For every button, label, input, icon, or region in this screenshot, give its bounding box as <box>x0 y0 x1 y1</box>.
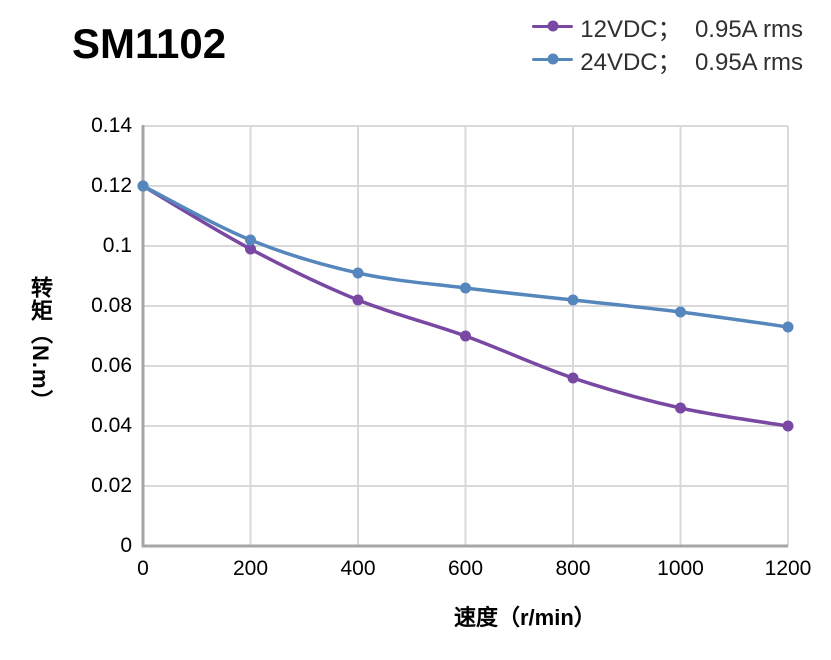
series-24vdc-0-95a-rms-point-200 <box>245 234 256 246</box>
legend-dot-12vdc <box>547 20 559 32</box>
legend-label-24vdc: 24VDC； 0.95A rms <box>580 48 803 76</box>
legend-marker-12vdc-icon <box>532 20 574 32</box>
y-tick-0-1: 0.1 <box>102 234 132 257</box>
series-12vdc-0-95a-rms-point-800 <box>567 372 579 384</box>
x-tick-400: 400 <box>340 557 376 580</box>
legend-item-24vdc: 24VDC； 0.95A rms <box>532 43 803 76</box>
series-24vdc-0-95a-rms-point-1000 <box>675 306 686 318</box>
series-24vdc-0-95a-rms-point-0 <box>137 180 149 192</box>
legend-dot-24vdc <box>547 53 559 65</box>
y-tick-0: 0 <box>120 534 132 557</box>
y-axis-title: 转矩（N.m） <box>28 276 53 413</box>
y-tick-0-14: 0.14 <box>91 114 132 137</box>
x-tick-1200: 1200 <box>764 557 812 580</box>
series-24vdc-0-95a-rms-point-600 <box>460 282 471 294</box>
y-tick-0-06: 0.06 <box>91 354 132 377</box>
x-tick-800: 800 <box>555 557 591 580</box>
y-tick-0-02: 0.02 <box>91 474 132 497</box>
legend: 12VDC； 0.95A rms 24VDC； 0.95A rms <box>532 10 803 76</box>
page-title: SM1102 <box>72 20 227 67</box>
x-axis-title: 速度（r/min） <box>454 605 596 630</box>
legend-item-12vdc: 12VDC； 0.95A rms <box>532 10 803 43</box>
x-tick-200: 200 <box>232 557 269 580</box>
y-tick-0-08: 0.08 <box>91 294 132 317</box>
series-12vdc-0-95a-rms-point-600 <box>460 330 471 342</box>
series-24vdc-0-95a-rms-point-1200 <box>782 321 794 333</box>
x-tick-0: 0 <box>137 557 149 580</box>
y-tick-0-12: 0.12 <box>91 174 132 197</box>
legend-marker-24vdc-icon <box>532 53 574 65</box>
series-12vdc-0-95a-rms-point-1000 <box>675 402 686 414</box>
series-12vdc-0-95a-rms-point-1200 <box>782 420 794 432</box>
series-24vdc-0-95a-rms-point-400 <box>352 267 364 279</box>
y-tick-0-04: 0.04 <box>91 414 132 437</box>
x-tick-1000: 1000 <box>657 557 704 580</box>
series-12vdc-0-95a-rms-point-400 <box>352 294 364 306</box>
series-24vdc-0-95a-rms-point-800 <box>567 294 579 306</box>
legend-label-12vdc: 12VDC； 0.95A rms <box>580 15 803 43</box>
series-12vdc-0-95a-rms-point-200 <box>245 243 256 255</box>
x-tick-600: 600 <box>447 557 484 580</box>
